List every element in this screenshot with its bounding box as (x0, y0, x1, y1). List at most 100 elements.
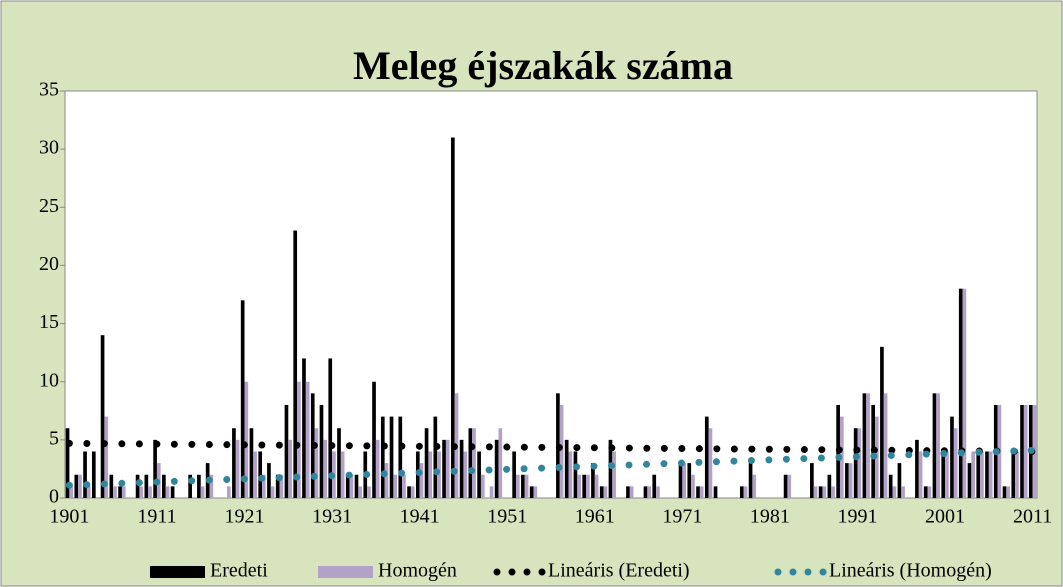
y-tick-label: 35 (39, 79, 59, 101)
x-tick-label: 1971 (662, 506, 702, 528)
bar (577, 474, 581, 498)
bar (398, 416, 403, 498)
x-tick-label: 2011 (1013, 506, 1052, 528)
y-tick-label: 25 (39, 195, 59, 217)
y-tick-label: 0 (49, 486, 59, 508)
bar (144, 474, 149, 498)
bar (586, 474, 590, 498)
bar (822, 486, 827, 498)
x-tick-label: 1951 (487, 506, 527, 528)
bar (302, 358, 306, 498)
x-tick-label: 1991 (837, 506, 877, 528)
bar (529, 486, 534, 498)
x-tick-label: 1911 (137, 506, 176, 528)
bar (880, 346, 884, 498)
bar (708, 428, 713, 498)
x-tick-label: 1981 (750, 506, 790, 528)
x-tick-label: 1941 (400, 506, 440, 528)
bar (428, 451, 433, 498)
legend-label: Homogén (378, 560, 457, 582)
bar (827, 474, 832, 498)
bar (480, 474, 485, 498)
bar (643, 486, 648, 498)
bar (65, 428, 70, 498)
bar (83, 451, 87, 498)
bar (459, 439, 464, 498)
bar (433, 416, 438, 498)
bar (810, 463, 814, 498)
bar (901, 486, 905, 498)
bar (270, 486, 275, 498)
bar (813, 486, 818, 498)
bar (297, 381, 301, 498)
bar (288, 439, 292, 498)
bar (148, 486, 152, 498)
bar (521, 474, 525, 498)
bar (599, 486, 604, 498)
bar (354, 474, 359, 498)
bar (389, 416, 394, 498)
bar (927, 486, 932, 498)
bar (713, 486, 718, 498)
x-tick-label: 1961 (575, 506, 615, 528)
bar (591, 463, 595, 498)
bar (468, 428, 473, 498)
y-tick-label: 5 (49, 427, 59, 449)
bar (958, 288, 963, 498)
bar (358, 486, 363, 498)
bar (652, 474, 657, 498)
bar (104, 416, 109, 498)
bar (100, 335, 105, 498)
bar (892, 486, 897, 498)
bar (936, 393, 940, 498)
bar (848, 463, 853, 498)
bar (582, 474, 587, 498)
bar (897, 463, 902, 498)
bar (445, 439, 450, 498)
bar (612, 451, 616, 498)
bar (314, 428, 319, 498)
bar (831, 486, 835, 498)
bar (1023, 404, 1028, 498)
bar (109, 474, 114, 498)
bar (188, 474, 192, 498)
bar (945, 451, 949, 498)
bar (305, 381, 310, 498)
bar (170, 486, 175, 498)
bar (953, 428, 958, 498)
bar (1011, 451, 1016, 498)
bar (442, 439, 446, 498)
bar (375, 439, 380, 498)
bar (463, 451, 468, 498)
x-tick-label: 2001 (925, 506, 965, 528)
bar (153, 439, 157, 498)
bar (197, 474, 201, 498)
bar (337, 428, 341, 498)
x-tick-label: 1921 (225, 506, 265, 528)
bar (950, 416, 954, 498)
bar (340, 451, 345, 498)
bar (69, 486, 74, 498)
bar (372, 381, 376, 498)
bar (209, 474, 214, 498)
bar (267, 463, 271, 498)
bar (857, 428, 862, 498)
bar (139, 486, 144, 498)
legend-label: Eredeti (210, 560, 268, 582)
bar (135, 474, 140, 498)
bar (626, 486, 630, 498)
bar (512, 451, 516, 498)
bar (515, 474, 520, 498)
bar (988, 451, 993, 498)
bar (402, 474, 406, 498)
bar (293, 230, 298, 499)
bar (524, 474, 529, 498)
y-tick-label: 10 (39, 369, 59, 391)
bar (818, 486, 823, 498)
bar (691, 474, 695, 498)
bar (783, 474, 788, 498)
bar (450, 137, 455, 498)
bar (976, 451, 981, 498)
bar (656, 486, 660, 498)
bar (564, 439, 569, 498)
